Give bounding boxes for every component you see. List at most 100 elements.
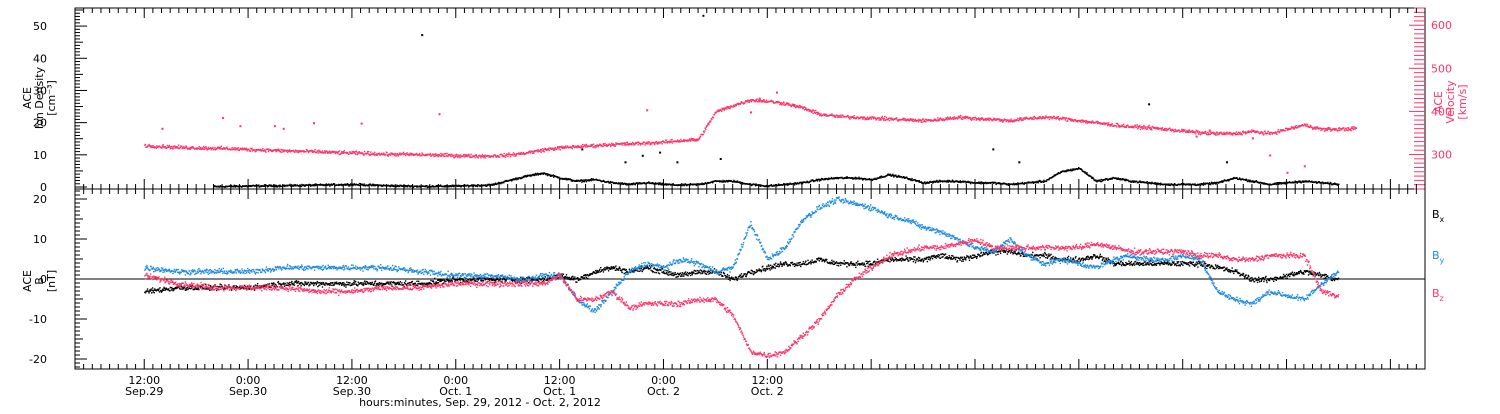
series-velocity-point [1239, 132, 1240, 133]
series-Bx [144, 249, 1339, 294]
series-velocity-point [642, 143, 643, 144]
series-velocity-point [440, 153, 441, 154]
series-velocity-point [183, 146, 184, 147]
series-velocity-point [1127, 125, 1128, 126]
series-Bx-point [309, 284, 310, 285]
series-velocity-point [1077, 121, 1078, 122]
series-velocity-point [1143, 125, 1144, 126]
series-velocity-point [520, 154, 521, 155]
series-velocity-point [1146, 129, 1147, 130]
series-velocity-point [484, 154, 485, 155]
series-velocity-point [178, 145, 179, 146]
series-Bx-point [371, 284, 372, 285]
series-density-point [938, 181, 939, 182]
series-velocity-point [700, 136, 701, 137]
series-velocity-point [1145, 126, 1146, 127]
series-velocity-point [220, 147, 221, 148]
series-velocity-point [896, 117, 897, 118]
series-velocity-point [711, 119, 712, 120]
series-velocity-point [238, 147, 239, 148]
series-density-point [235, 186, 236, 187]
series-velocity-point [672, 142, 673, 143]
series-velocity-point [504, 153, 505, 154]
series-Bx-point [153, 290, 154, 291]
series-velocity-outliers-point [313, 122, 315, 124]
series-velocity-point [1116, 126, 1117, 127]
series-Bx-point [343, 284, 344, 285]
series-density-outliers-point [676, 161, 678, 163]
series-velocity-point [791, 106, 792, 107]
series-velocity-point [736, 105, 737, 106]
series-density-outliers-point [421, 34, 423, 36]
series-velocity-point [814, 110, 815, 111]
series-velocity-point [359, 151, 360, 152]
series-velocity-point [763, 99, 764, 100]
series-velocity-point [394, 155, 395, 156]
series-density-point [662, 183, 663, 184]
series-velocity-point [1307, 124, 1308, 125]
series-velocity-point [1337, 130, 1338, 131]
series-velocity-point [1151, 128, 1152, 129]
series-Bx-point [163, 290, 164, 291]
series-velocity-point [571, 146, 572, 147]
series-velocity-point [654, 144, 655, 145]
series-velocity-point [615, 146, 616, 147]
series-velocity-point [153, 145, 154, 146]
series-density-point [268, 186, 269, 187]
series-velocity-point [884, 116, 885, 117]
series-density-point [635, 184, 636, 185]
series-velocity-point [704, 130, 705, 131]
series-velocity-point [356, 151, 357, 152]
series-velocity-point [339, 150, 340, 151]
series-velocity-outliers-point [239, 125, 241, 127]
series-velocity-point [1066, 117, 1067, 118]
series-velocity-point [1323, 128, 1324, 129]
series-velocity-point [1356, 128, 1357, 129]
series-density-point [892, 174, 893, 175]
series-Bx-point [298, 281, 299, 282]
series-Bx-point [145, 292, 146, 293]
series-velocity-point [1123, 124, 1124, 125]
series-density-point [739, 181, 740, 182]
series-velocity-point [539, 150, 540, 151]
series-Bx-point [370, 282, 371, 283]
series-velocity-point [953, 119, 954, 120]
series-velocity-point [923, 118, 924, 119]
series-velocity-point [819, 113, 820, 114]
series-velocity-point [565, 145, 566, 146]
series-velocity-point [838, 115, 839, 116]
series-velocity-point [1268, 131, 1269, 132]
series-density-outliers-point [581, 148, 583, 150]
series-velocity-point [935, 119, 936, 120]
series-Bx-point [373, 285, 374, 286]
series-velocity-point [710, 120, 711, 121]
series-velocity-point [221, 146, 222, 147]
series-Bx-point [346, 281, 347, 282]
series-velocity-point [1197, 132, 1198, 133]
series-velocity-point [329, 151, 330, 152]
series-velocity-point [856, 118, 857, 119]
series-velocity-point [247, 150, 248, 151]
series-velocity-point [1017, 118, 1018, 119]
series-Bx-point [269, 283, 270, 284]
series-velocity-point [840, 115, 841, 116]
series-density-point [936, 180, 937, 181]
series-velocity-point [1343, 127, 1344, 128]
series-Bx-point [304, 285, 305, 286]
series-velocity-point [585, 146, 586, 147]
series-velocity-outliers-point [1209, 130, 1211, 132]
series-Bx-point [244, 285, 245, 286]
series-velocity-point [815, 110, 816, 111]
series-velocity-point [399, 152, 400, 153]
series-velocity-point [325, 152, 326, 153]
series-velocity-point [248, 149, 249, 150]
series-velocity-point [595, 146, 596, 147]
series-velocity-point [480, 157, 481, 158]
series-velocity-point [922, 121, 923, 122]
series-velocity-point [560, 149, 561, 150]
series-velocity-point [212, 147, 213, 148]
series-velocity-point [1080, 122, 1081, 123]
series-velocity-point [939, 120, 940, 121]
series-velocity-point [368, 151, 369, 152]
